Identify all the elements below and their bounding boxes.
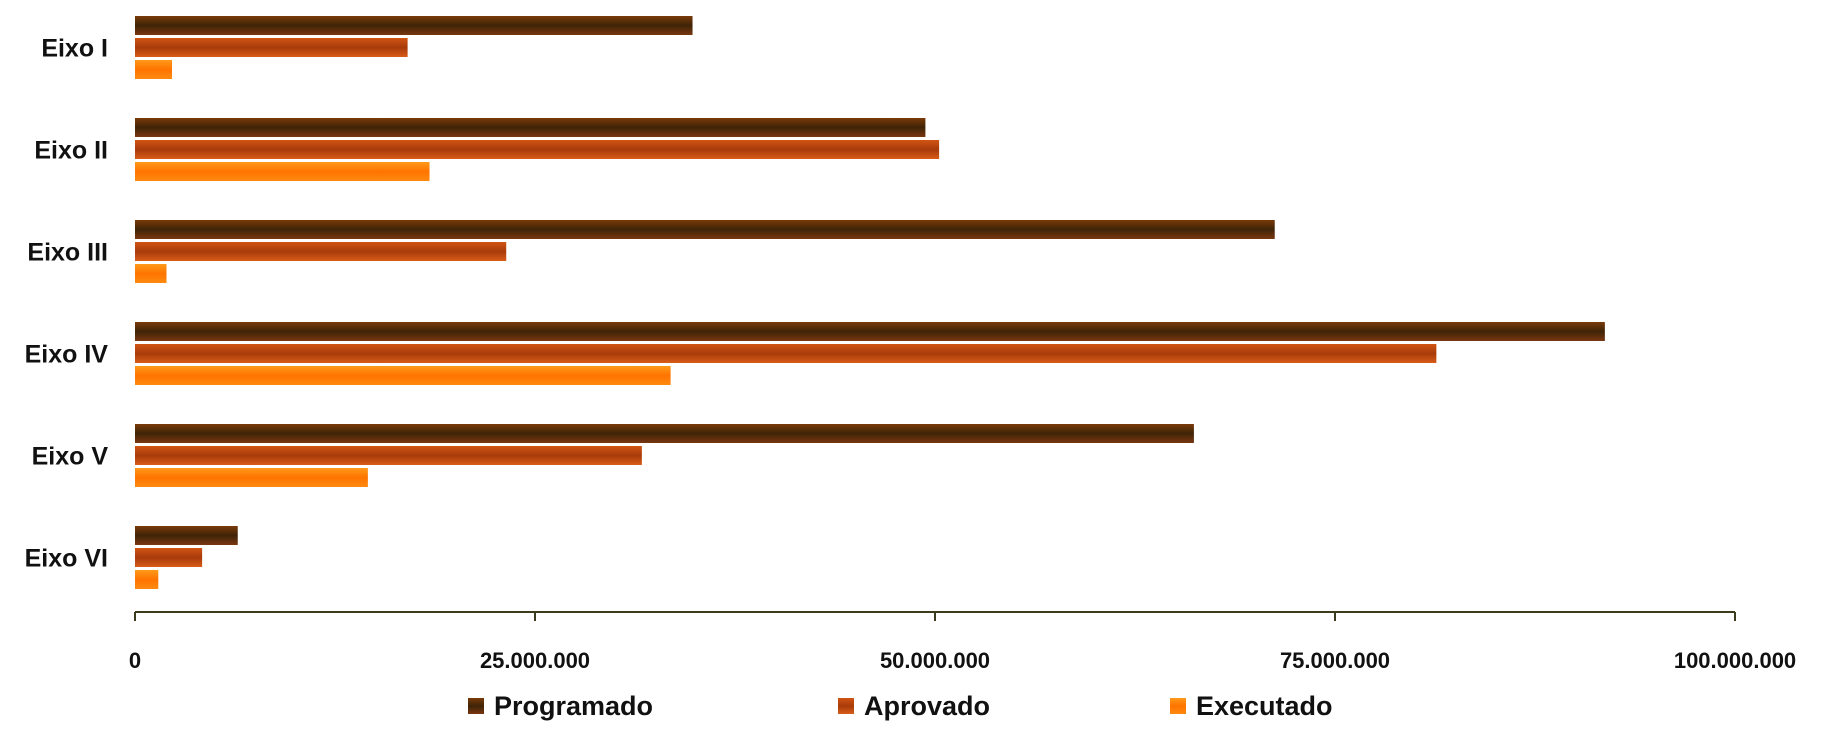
bar-programado-3 xyxy=(135,220,1275,239)
legend-swatch-executado xyxy=(1170,698,1186,714)
bar-executado-2 xyxy=(135,162,430,181)
bar-programado-6 xyxy=(135,526,238,545)
legend-label-executado: Executado xyxy=(1196,691,1333,721)
bar-aprovado-4 xyxy=(135,344,1437,363)
bar-programado-4 xyxy=(135,322,1605,341)
category-label-2: Eixo II xyxy=(34,137,108,165)
legend: Programado Aprovado Executado xyxy=(468,691,1333,721)
category-labels: Eixo I Eixo II Eixo III Eixo IV Eixo V Eixo V… xyxy=(25,35,109,573)
bar-aprovado-1 xyxy=(135,38,408,57)
bars-layer xyxy=(135,16,1605,589)
legend-label-aprovado: Aprovado xyxy=(864,691,990,721)
x-tick-label-0: 0 xyxy=(129,648,141,673)
bar-executado-4 xyxy=(135,366,671,385)
x-tick-label-3: 75.000.000 xyxy=(1280,648,1390,673)
category-label-3: Eixo III xyxy=(27,239,108,267)
x-axis: 0 25.000.000 50.000.000 75.000.000 100.000.0… xyxy=(129,611,1796,673)
x-tick-label-1: 25.000.000 xyxy=(480,648,590,673)
category-label-5: Eixo V xyxy=(32,443,109,471)
legend-swatch-programado xyxy=(468,698,484,714)
x-tick-label-4: 100.000.000 xyxy=(1674,648,1796,673)
bar-executado-5 xyxy=(135,468,368,487)
bar-executado-1 xyxy=(135,60,172,79)
legend-swatch-aprovado xyxy=(838,698,854,714)
bar-executado-3 xyxy=(135,264,167,283)
bar-aprovado-3 xyxy=(135,242,507,261)
category-label-4: Eixo IV xyxy=(25,341,109,369)
bar-executado-6 xyxy=(135,570,159,589)
bar-programado-2 xyxy=(135,118,926,137)
bar-programado-5 xyxy=(135,424,1194,443)
legend-label-programado: Programado xyxy=(494,691,653,721)
bar-aprovado-2 xyxy=(135,140,940,159)
x-tick-label-2: 50.000.000 xyxy=(880,648,990,673)
bar-aprovado-6 xyxy=(135,548,203,567)
bar-programado-1 xyxy=(135,16,693,35)
bar-aprovado-5 xyxy=(135,446,642,465)
category-label-1: Eixo I xyxy=(41,35,108,63)
category-label-6: Eixo VI xyxy=(25,545,108,573)
